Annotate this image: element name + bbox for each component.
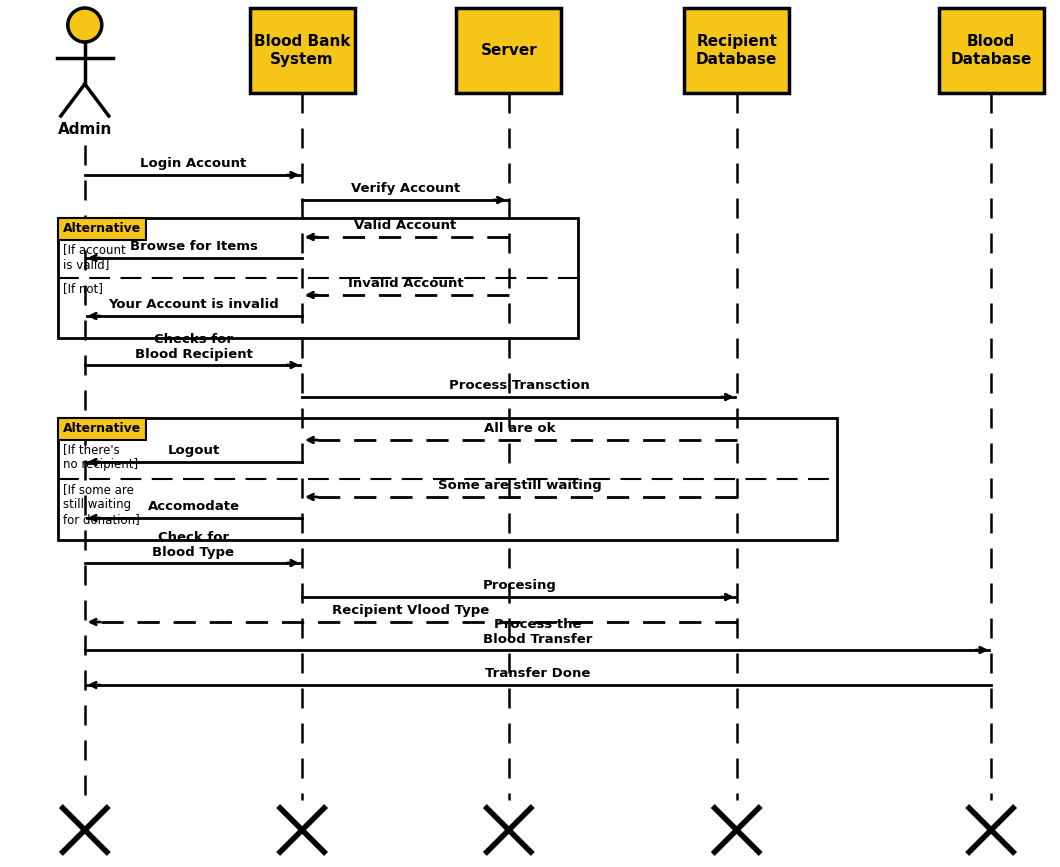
Circle shape [68, 8, 102, 42]
Text: Blood
Database: Blood Database [951, 35, 1031, 67]
Text: Recipient Vlood Type: Recipient Vlood Type [332, 604, 490, 617]
FancyBboxPatch shape [456, 8, 562, 93]
Text: Invalid Account: Invalid Account [348, 277, 463, 290]
FancyBboxPatch shape [249, 8, 355, 93]
Text: Verify Account: Verify Account [351, 182, 460, 195]
Text: Alternative: Alternative [64, 223, 141, 236]
Text: Browse for Items: Browse for Items [129, 240, 258, 253]
Text: Valid Account: Valid Account [354, 219, 457, 232]
Text: Server: Server [480, 43, 537, 58]
Text: Procesing: Procesing [482, 579, 556, 592]
Text: [If account
is valid]: [If account is valid] [64, 243, 126, 271]
Text: Some are still waiting: Some are still waiting [438, 479, 601, 492]
Text: Admin: Admin [57, 122, 112, 137]
Text: All are ok: All are ok [483, 422, 555, 435]
FancyBboxPatch shape [938, 8, 1044, 93]
Text: Recipient
Database: Recipient Database [696, 35, 777, 67]
Text: Your Account is invalid: Your Account is invalid [108, 298, 279, 311]
Text: Logout: Logout [167, 444, 219, 457]
Text: [If there's
no recipient]: [If there's no recipient] [64, 443, 139, 471]
Text: Transfer Done: Transfer Done [485, 667, 590, 680]
Text: Process Transction: Process Transction [449, 379, 589, 392]
Bar [58, 218, 146, 240]
Text: [If not]: [If not] [64, 282, 103, 295]
Text: Checks for
Blood Recipient: Checks for Blood Recipient [135, 333, 252, 361]
Text: Alternative: Alternative [64, 422, 141, 435]
Text: Check for
Blood Type: Check for Blood Type [153, 531, 234, 559]
Text: Process the
Blood Transfer: Process the Blood Transfer [483, 618, 593, 646]
FancyBboxPatch shape [684, 8, 790, 93]
Text: Accomodate: Accomodate [147, 500, 240, 513]
Bar [58, 418, 837, 540]
Bar [58, 418, 146, 440]
Text: Blood Bank
System: Blood Bank System [253, 35, 351, 67]
Text: [If some are
still waiting
for donation]: [If some are still waiting for donation] [64, 483, 140, 526]
Text: Login Account: Login Account [140, 157, 247, 170]
Bar [58, 218, 578, 338]
